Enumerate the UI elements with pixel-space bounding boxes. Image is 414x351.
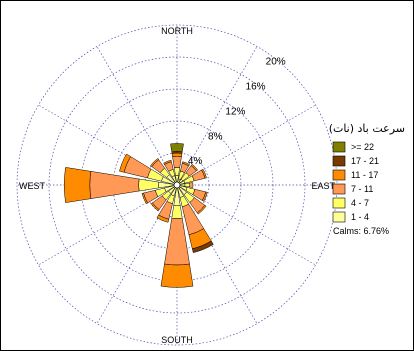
sector-layer bbox=[64, 143, 214, 288]
legend-label-0: >= 22 bbox=[351, 142, 374, 152]
grid-spoke bbox=[176, 104, 316, 186]
sector-337.5-band-3 bbox=[163, 159, 172, 165]
legend-swatch-3 bbox=[332, 183, 346, 195]
grid-spoke bbox=[176, 184, 316, 266]
legend-swatch-1 bbox=[332, 155, 346, 167]
sector-90-band-1 bbox=[184, 182, 191, 188]
sector-315-band-3 bbox=[150, 158, 160, 168]
grid-spoke bbox=[38, 184, 178, 266]
sector-0-band-2 bbox=[172, 155, 182, 168]
legend-swatch-5 bbox=[332, 211, 346, 223]
legend-title: سرعت باد (نات) bbox=[329, 122, 405, 135]
sector-180-band-1 bbox=[171, 205, 183, 219]
sector-202.5-band-3 bbox=[156, 214, 170, 223]
ring-label-4: 4% bbox=[188, 156, 203, 167]
sector-225-band-3 bbox=[150, 202, 160, 212]
sector-45-band-3 bbox=[190, 163, 199, 172]
grid-spoke bbox=[96, 46, 178, 186]
ring-label-8: 8% bbox=[208, 131, 223, 142]
grid-ring-16 bbox=[48, 56, 306, 314]
sector-180-band-2 bbox=[164, 217, 190, 266]
sector-270-band-1 bbox=[138, 178, 160, 192]
legend-label-3: 7 - 11 bbox=[351, 184, 373, 194]
legend-label-4: 4 - 7 bbox=[351, 198, 369, 208]
legend-calms: Calms: 6.76% bbox=[333, 226, 389, 236]
legend-swatch-2 bbox=[332, 169, 346, 181]
ring-label-20: 20% bbox=[266, 57, 286, 68]
direction-label-north: NORTH bbox=[161, 26, 193, 36]
legend-swatch-0 bbox=[332, 141, 346, 153]
sector-270-band-2 bbox=[89, 171, 140, 199]
sector-0-band-1 bbox=[173, 167, 181, 176]
grid-spoke bbox=[176, 184, 258, 324]
sector-270-band-3 bbox=[64, 167, 92, 203]
direction-label-west: WEST bbox=[19, 181, 46, 191]
sector-180-band-3 bbox=[160, 263, 194, 288]
legend-label-2: 11 - 17 bbox=[351, 170, 378, 180]
grid-spoke bbox=[176, 46, 258, 186]
grid-spoke bbox=[96, 184, 178, 324]
calm-circle bbox=[173, 181, 181, 189]
sector-157.5-band-4 bbox=[192, 240, 214, 253]
ring-label-12: 12% bbox=[225, 106, 245, 117]
sector-112.5-band-3 bbox=[201, 191, 208, 202]
sector-90-band-2 bbox=[189, 182, 194, 188]
legend-label-1: 17 - 21 bbox=[351, 156, 379, 166]
grid-spoke bbox=[38, 104, 178, 186]
sector-135-band-3 bbox=[196, 204, 207, 215]
calm-layer bbox=[173, 181, 181, 189]
sector-0-band-5 bbox=[170, 143, 184, 153]
label-layer: NORTH EAST SOUTH WEST 4% 8% 12% 16% 20% bbox=[19, 26, 335, 345]
sector-67.5-band-3 bbox=[201, 168, 207, 179]
direction-label-east: EAST bbox=[311, 181, 335, 191]
sector-292.5-band-3 bbox=[119, 153, 131, 173]
direction-label-south: SOUTH bbox=[161, 335, 193, 345]
sector-0-band-3 bbox=[171, 152, 183, 157]
legend: سرعت باد (نات) >= 22 17 - 21 11 - 17 7 - 11 4… bbox=[329, 122, 405, 236]
sector-22.5-band-3 bbox=[181, 161, 190, 167]
legend-label-5: 1 - 4 bbox=[351, 212, 369, 222]
sector-247.5-band-3 bbox=[141, 192, 149, 205]
ring-label-16: 16% bbox=[246, 82, 266, 93]
legend-swatch-4 bbox=[332, 197, 346, 209]
